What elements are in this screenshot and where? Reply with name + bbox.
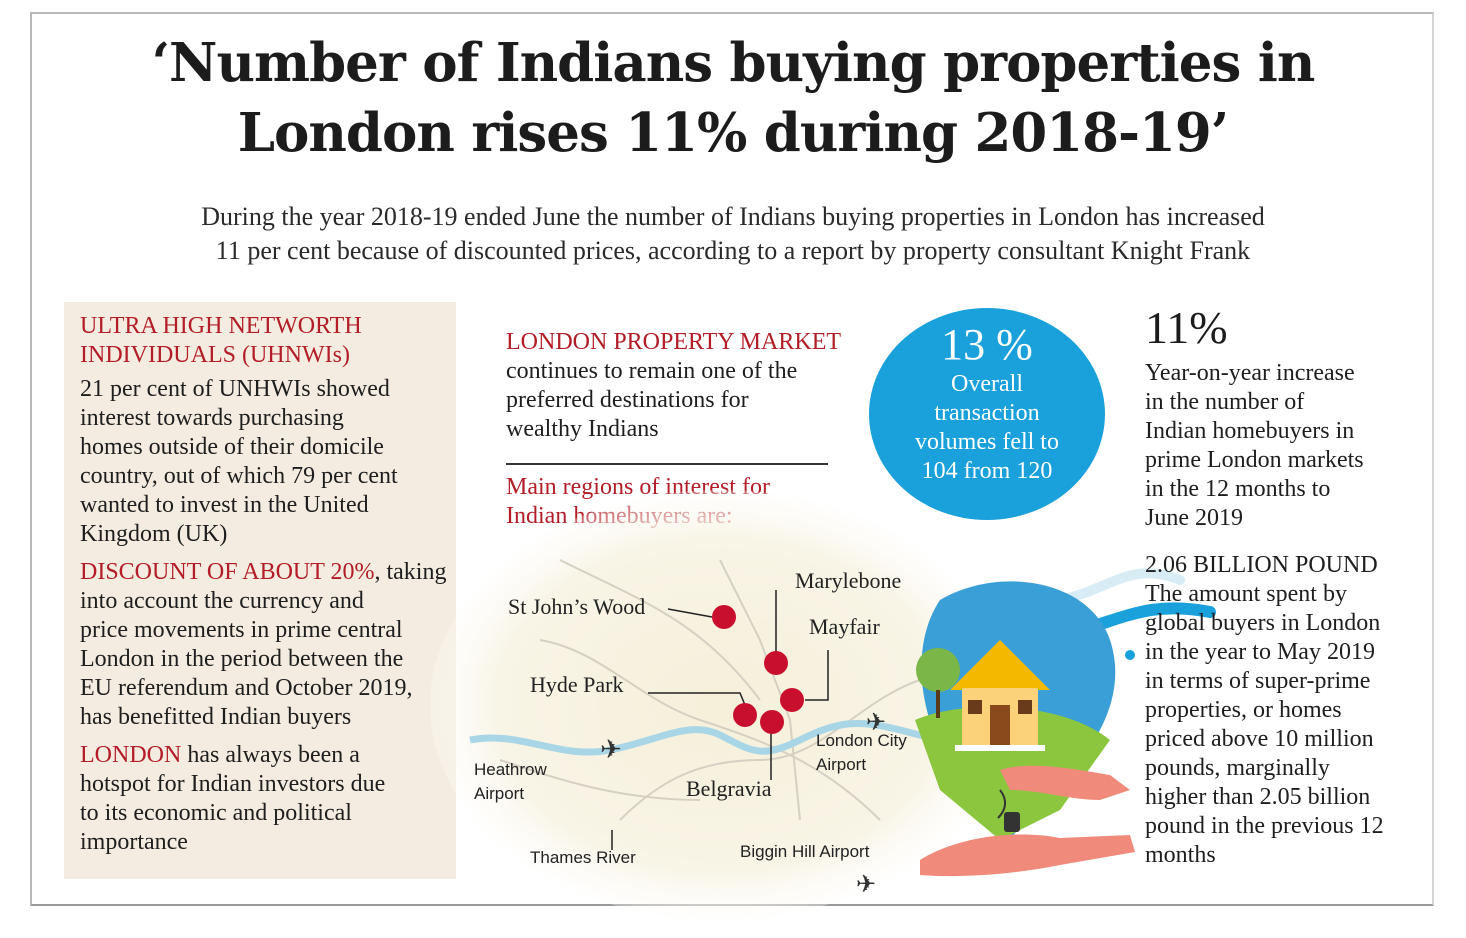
map-pin-marylebone bbox=[764, 651, 788, 675]
label-heathrow-airport: Heathrow Airport bbox=[474, 758, 547, 806]
biggin-hill-plane-icon: ✈ bbox=[856, 870, 876, 898]
uhnwi-line: homes outside of their domicile bbox=[80, 434, 384, 460]
market-line: continues to remain one of the bbox=[506, 358, 798, 384]
discount-line: London in the period between the bbox=[80, 646, 404, 672]
subheadline-line-1: During the year 2018-19 ended June the n… bbox=[201, 202, 1265, 231]
london-first-tail: has always been a bbox=[181, 742, 360, 768]
discount-first-tail: , taking bbox=[374, 559, 447, 585]
yoy-increase-value: 11% bbox=[1145, 302, 1228, 353]
headline-line-2: London rises 11% during 2018-19’ bbox=[237, 102, 1229, 164]
map-pin-mayfair bbox=[780, 688, 804, 712]
uhnwi-line: Kingdom (UK) bbox=[80, 521, 228, 547]
label-london-city-line-2: Airport bbox=[816, 755, 867, 774]
label-heathrow-line-2: Airport bbox=[474, 784, 525, 803]
label-london-city-airport: London City Airport bbox=[816, 729, 907, 777]
uhnwi-line: interest towards purchasing bbox=[80, 405, 344, 431]
london-text: LONDON has always been a hotspot for Ind… bbox=[80, 741, 385, 857]
transaction-volume-line: Overall bbox=[951, 371, 1023, 397]
billion-line: global buyers in London bbox=[1145, 610, 1381, 636]
uhnwi-heading-line-1: ULTRA HIGH NETWORTH bbox=[80, 313, 362, 339]
discount-first-line: DISCOUNT OF ABOUT 20%, taking bbox=[80, 558, 446, 587]
uhnwi-text: 21 per cent of UNHWIs showed interest to… bbox=[80, 375, 398, 549]
yoy-line: June 2019 bbox=[1145, 505, 1243, 531]
london-first-line: LONDON has always been a bbox=[80, 741, 385, 770]
label-mayfair: Mayfair bbox=[809, 614, 880, 639]
label-belgravia: Belgravia bbox=[686, 776, 772, 801]
headline: ‘Number of Indians buying properties in … bbox=[60, 28, 1406, 168]
billion-line: pound in the previous 12 bbox=[1145, 813, 1384, 839]
discount-heading: DISCOUNT OF ABOUT 20% bbox=[80, 559, 375, 585]
label-heathrow-line-1: Heathrow bbox=[474, 760, 547, 779]
uhnwi-line: 21 per cent of UNHWIs showed bbox=[80, 376, 390, 402]
map-pin-belgravia bbox=[760, 710, 784, 734]
label-biggin-hill-airport: Biggin Hill Airport bbox=[740, 842, 870, 861]
map-area bbox=[430, 490, 1010, 920]
map-pin-st-johns-wood bbox=[712, 605, 736, 629]
billion-line: in terms of super-prime bbox=[1145, 668, 1371, 694]
yoy-line: in the number of bbox=[1145, 389, 1305, 415]
hands-with-key-illustration bbox=[920, 765, 1135, 877]
billion-line: properties, or homes bbox=[1145, 697, 1342, 723]
yoy-increase-text: Year-on-year increase in the number of I… bbox=[1145, 359, 1425, 533]
london-city-plane-icon: ✈ bbox=[866, 708, 886, 736]
discount-line: has benefitted Indian buyers bbox=[80, 704, 352, 730]
market-line: wealthy Indians bbox=[506, 416, 659, 442]
label-london-city-line-1: London City bbox=[816, 731, 907, 750]
transaction-volume-line: 104 from 120 bbox=[921, 458, 1053, 484]
uhnwi-heading-line-2: INDIVIDUALS (UHNWIs) bbox=[80, 342, 350, 368]
label-marylebone: Marylebone bbox=[795, 568, 902, 593]
yoy-line: in the 12 months to bbox=[1145, 476, 1331, 502]
billion-pound-heading: 2.06 BILLION POUND bbox=[1145, 552, 1378, 578]
uhnwi-heading: ULTRA HIGH NETWORTH INDIVIDUALS (UHNWIs) bbox=[80, 312, 362, 370]
billion-line: pounds, marginally bbox=[1145, 755, 1330, 781]
discount-text: DISCOUNT OF ABOUT 20%, taking into accou… bbox=[80, 558, 446, 732]
london-heading: LONDON bbox=[80, 742, 182, 768]
market-line: preferred destinations for bbox=[506, 387, 749, 413]
label-hyde-park: Hyde Park bbox=[530, 672, 624, 697]
billion-line: in the year to May 2019 bbox=[1145, 639, 1375, 665]
billion-line: The amount spent by bbox=[1145, 581, 1347, 607]
discount-line: into account the currency and bbox=[80, 588, 364, 614]
subheadline-line-2: 11 per cent because of discounted prices… bbox=[215, 236, 1251, 265]
uhnwi-line: wanted to invest in the United bbox=[80, 492, 369, 518]
london-line: hotspot for Indian investors due bbox=[80, 771, 386, 797]
billion-line: higher than 2.05 billion bbox=[1145, 784, 1371, 810]
map-pin-hyde-park bbox=[733, 703, 757, 727]
transaction-volume-line: transaction bbox=[934, 400, 1040, 426]
london-line: importance bbox=[80, 829, 188, 855]
uhnwi-panel bbox=[64, 302, 456, 879]
london-line: to its economic and political bbox=[80, 800, 352, 826]
map-leader-lines bbox=[611, 590, 829, 850]
uhnwi-line: country, out of which 79 per cent bbox=[80, 463, 398, 489]
discount-line: price movements in prime central bbox=[80, 617, 403, 643]
yoy-line: Year-on-year increase bbox=[1145, 360, 1355, 386]
thames-river-line bbox=[469, 720, 982, 756]
label-st-johns-wood: St John’s Wood bbox=[508, 594, 646, 619]
discount-line: EU referendum and October 2019, bbox=[80, 675, 413, 701]
headline-line-1: ‘Number of Indians buying properties in bbox=[151, 32, 1316, 94]
yoy-line: Indian homebuyers in bbox=[1145, 418, 1355, 444]
transaction-volume-line: volumes fell to bbox=[915, 429, 1059, 455]
section-divider bbox=[506, 463, 828, 465]
market-section: LONDON PROPERTY MARKET continues to rema… bbox=[506, 328, 856, 444]
billion-line: priced above 10 million bbox=[1145, 726, 1374, 752]
transaction-volume-value: 13 % bbox=[941, 320, 1033, 369]
map-roads bbox=[499, 559, 921, 821]
transaction-volume-text: Overall transaction volumes fell to 104 … bbox=[869, 370, 1105, 486]
billion-pound-text: The amount spent by global buyers in Lon… bbox=[1145, 580, 1425, 870]
subheadline: During the year 2018-19 ended June the n… bbox=[80, 200, 1386, 268]
label-thames-river: Thames River bbox=[530, 848, 636, 867]
yoy-line: prime London markets bbox=[1145, 447, 1364, 473]
heathrow-plane-icon: ✈ bbox=[600, 735, 622, 765]
transaction-volume-badge: 13 % Overall transaction volumes fell to… bbox=[869, 308, 1105, 520]
billion-line: months bbox=[1145, 842, 1216, 868]
market-heading: LONDON PROPERTY MARKET bbox=[506, 329, 842, 355]
